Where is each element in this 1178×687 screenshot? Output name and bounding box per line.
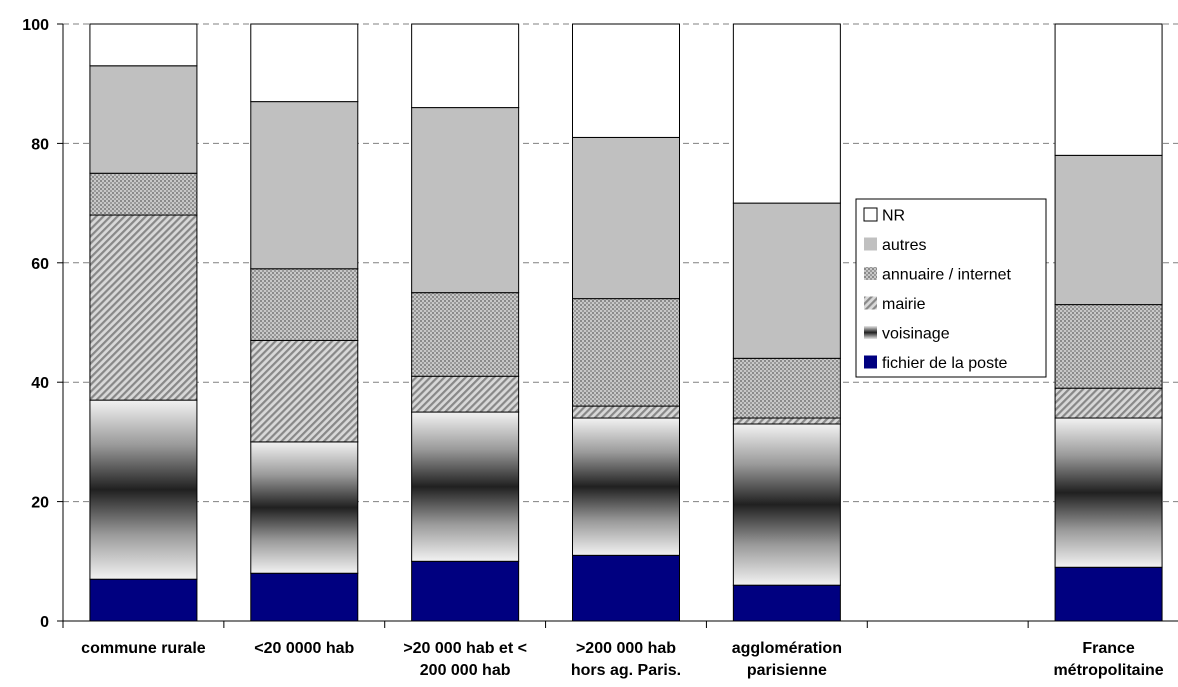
legend-label-voisinage: voisinage — [882, 326, 950, 343]
bar-segment-voisinage-1 — [250, 441, 359, 574]
y-tick-label-40: 40 — [31, 375, 49, 392]
x-tick-label-1-line-0: <20 0000 hab — [254, 640, 354, 657]
bar-segment-fichier-de-la-poste-0 — [89, 578, 198, 622]
legend-box — [855, 198, 1047, 378]
x-tick-label-3-line-1: hors ag. Paris. — [571, 662, 681, 679]
legend-swatch-fichier-de-la-poste — [864, 355, 877, 369]
bar-segment-autres-2 — [411, 107, 520, 294]
legend-swatch-voisinage — [864, 326, 877, 339]
bar-segment-voisinage-6 — [1054, 417, 1163, 568]
bar-segment-autres-4 — [732, 202, 841, 359]
bar-segment-fichier-de-la-poste-3 — [572, 554, 680, 622]
y-tick-label-20: 20 — [31, 495, 49, 512]
x-tick-label-3-line-0: >200 000 hab — [576, 640, 676, 657]
legend: NR autres annuaire / internet mairie voisina… — [855, 198, 1047, 378]
y-tick-label-100: 100 — [22, 17, 49, 34]
y-tick-label-80: 80 — [31, 136, 49, 153]
legend-swatch-mairie — [864, 296, 877, 310]
bar-segment-annuaire-internet-1 — [250, 268, 359, 341]
bar-segment-autres-6 — [1054, 154, 1163, 306]
legend-label-mairie: mairie — [882, 296, 926, 313]
bar-group-4 — [732, 23, 841, 622]
x-tick-label-4-line-0: agglomération — [732, 640, 842, 657]
bar-segment-nr-6 — [1054, 23, 1163, 156]
bar-segment-autres-0 — [89, 65, 198, 174]
bar-segment-mairie-6 — [1054, 387, 1163, 419]
bar-segment-fichier-de-la-poste-2 — [411, 560, 520, 622]
x-tick-label-6-line-0: France — [1082, 640, 1135, 657]
legend-label-annuaire-internet: annuaire / internet — [882, 267, 1012, 284]
bar-group-2 — [411, 23, 520, 622]
bar-group-0 — [89, 23, 198, 622]
bar-group-6 — [1054, 23, 1163, 622]
legend-swatch-nr — [863, 207, 878, 222]
gridlines — [63, 23, 1178, 503]
bar-segment-voisinage-3 — [572, 417, 680, 556]
y-tick-label-60: 60 — [31, 256, 49, 273]
axes: 0 20 40 60 80 100 commune rurale <20 0000 hab >2… — [22, 17, 1178, 679]
bar-segment-autres-3 — [572, 136, 680, 300]
legend-label-autres: autres — [882, 237, 926, 254]
bars — [89, 23, 1163, 622]
bar-segment-fichier-de-la-poste-4 — [732, 584, 841, 622]
y-tick-label-0: 0 — [40, 614, 49, 631]
bar-segment-mairie-0 — [89, 214, 198, 401]
bar-segment-autres-1 — [250, 101, 359, 270]
x-tick-label-4-line-1: parisienne — [747, 662, 827, 679]
bar-segment-nr-3 — [572, 23, 680, 138]
bar-segment-voisinage-2 — [411, 411, 520, 562]
bar-segment-annuaire-internet-4 — [732, 357, 841, 419]
legend-swatch-autres — [864, 237, 877, 251]
bar-segment-annuaire-internet-3 — [572, 298, 680, 407]
bar-segment-fichier-de-la-poste-6 — [1054, 566, 1163, 622]
legend-swatch-annuaire-internet — [864, 267, 877, 280]
bar-segment-voisinage-4 — [732, 423, 841, 586]
bar-segment-mairie-4 — [732, 417, 841, 425]
bar-segment-nr-0 — [89, 23, 198, 67]
bar-segment-fichier-de-la-poste-1 — [250, 572, 359, 622]
bar-segment-nr-1 — [250, 23, 359, 103]
legend-label-fichier-de-la-poste: fichier de la poste — [882, 355, 1008, 372]
x-tick-label-2-line-0: >20 000 hab et < — [403, 640, 527, 657]
bar-segment-nr-2 — [411, 23, 520, 109]
bar-segment-annuaire-internet-2 — [411, 292, 520, 377]
x-tick-label-6-line-1: métropolitaine — [1053, 662, 1163, 679]
bar-group-1 — [250, 23, 359, 622]
x-tick-label-0-line-0: commune rurale — [81, 640, 206, 657]
bar-segment-mairie-2 — [411, 375, 520, 413]
bar-segment-annuaire-internet-6 — [1054, 304, 1163, 389]
legend-label-nr: NR — [882, 208, 905, 225]
bar-segment-voisinage-0 — [89, 399, 198, 580]
x-tick-label-2-line-1: 200 000 hab — [420, 662, 511, 679]
bar-group-3 — [572, 23, 680, 622]
bar-segment-mairie-1 — [250, 339, 359, 443]
bar-segment-annuaire-internet-0 — [89, 172, 198, 216]
bar-segment-mairie-3 — [572, 405, 680, 419]
bar-segment-nr-4 — [732, 23, 841, 204]
